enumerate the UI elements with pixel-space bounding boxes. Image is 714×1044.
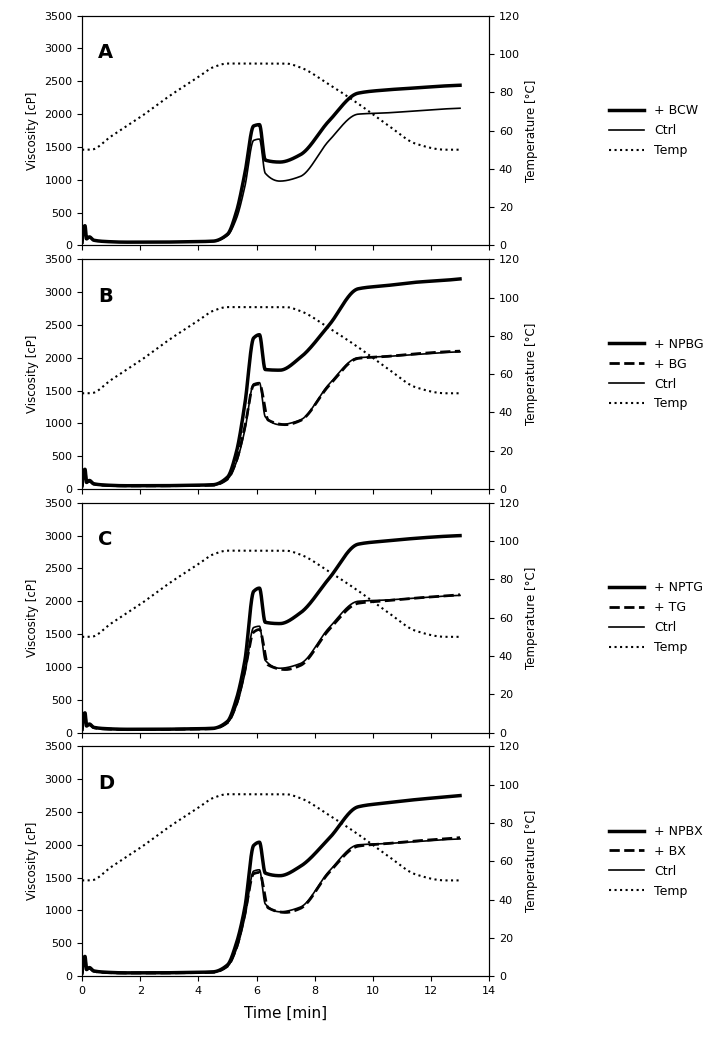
- Text: C: C: [99, 530, 113, 549]
- Y-axis label: Temperature [°C]: Temperature [°C]: [526, 810, 538, 912]
- Y-axis label: Temperature [°C]: Temperature [°C]: [526, 567, 538, 669]
- Legend: + NPTG, + TG, Ctrl, Temp: + NPTG, + TG, Ctrl, Temp: [609, 582, 703, 654]
- Y-axis label: Temperature [°C]: Temperature [°C]: [526, 79, 538, 182]
- Y-axis label: Viscosity [cP]: Viscosity [cP]: [26, 92, 39, 170]
- Y-axis label: Viscosity [cP]: Viscosity [cP]: [26, 578, 39, 657]
- Legend: + NPBX, + BX, Ctrl, Temp: + NPBX, + BX, Ctrl, Temp: [609, 825, 703, 898]
- Y-axis label: Viscosity [cP]: Viscosity [cP]: [26, 335, 39, 413]
- Text: A: A: [99, 43, 114, 63]
- Legend: + NPBG, + BG, Ctrl, Temp: + NPBG, + BG, Ctrl, Temp: [609, 338, 704, 410]
- Text: B: B: [99, 287, 113, 306]
- Y-axis label: Temperature [°C]: Temperature [°C]: [526, 323, 538, 425]
- Text: Time [min]: Time [min]: [244, 1006, 327, 1021]
- Y-axis label: Viscosity [cP]: Viscosity [cP]: [26, 822, 39, 900]
- Legend: + BCW, Ctrl, Temp: + BCW, Ctrl, Temp: [609, 104, 698, 157]
- Text: D: D: [99, 774, 114, 793]
